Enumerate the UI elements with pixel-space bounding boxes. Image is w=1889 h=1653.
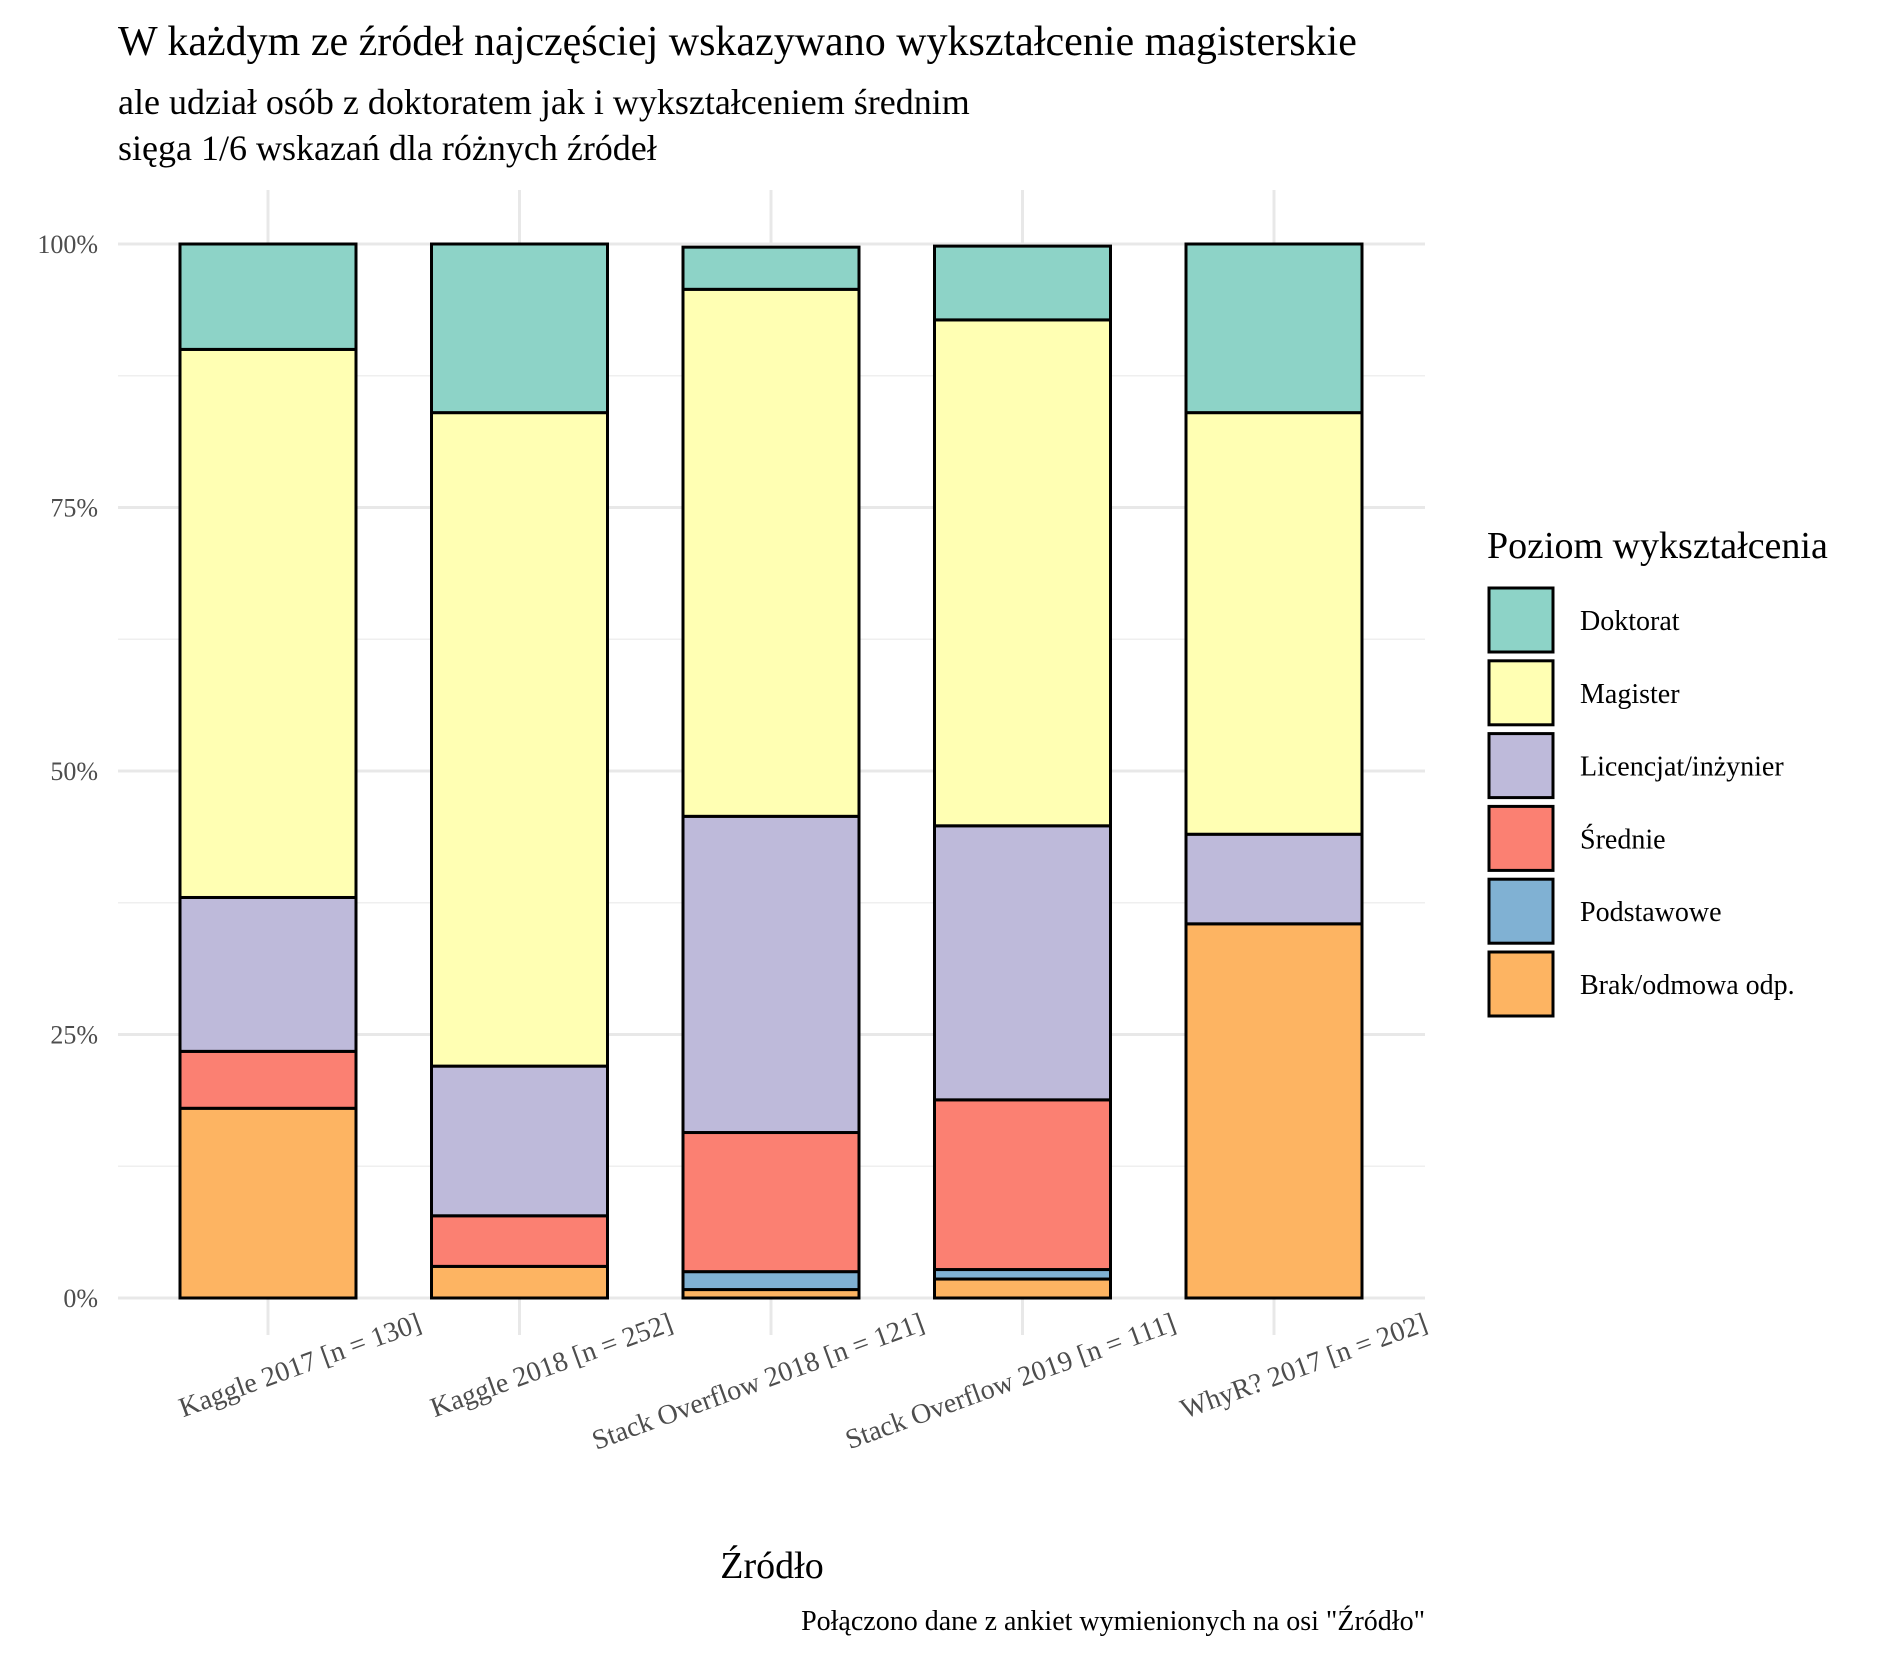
y-tick-label: 100% bbox=[37, 230, 98, 259]
bar-segment bbox=[1184, 242, 1364, 415]
x-tick-label: WhyR? 2017 [n = 202] bbox=[1176, 1307, 1431, 1425]
bar-segment bbox=[681, 287, 861, 818]
bar-segment bbox=[430, 242, 609, 415]
chart-subtitle-line-2: sięga 1/6 wskazań dla różnych źródeł bbox=[118, 128, 657, 168]
legend-label: Średnie bbox=[1580, 824, 1666, 855]
bar-segment bbox=[681, 814, 861, 1135]
x-axis-tick-labels: Kaggle 2017 [n = 130] Kaggle 2018 [n = 25… bbox=[175, 1307, 1432, 1456]
x-axis-label: Źródło bbox=[720, 1545, 823, 1587]
bar-segment bbox=[178, 1106, 358, 1300]
y-tick-label: 75% bbox=[50, 494, 98, 523]
legend-label: Podstawowe bbox=[1580, 897, 1722, 928]
legend-key bbox=[1487, 659, 1555, 727]
legend-key bbox=[1487, 877, 1555, 945]
legend-title: Poziom wykształcenia bbox=[1487, 525, 1828, 567]
bar-segment bbox=[933, 244, 1112, 322]
bar-segment bbox=[681, 245, 861, 291]
bar-segment bbox=[178, 1049, 358, 1110]
legend-key bbox=[1487, 732, 1555, 800]
legend-key bbox=[1487, 586, 1555, 654]
bar-segment bbox=[430, 411, 609, 1068]
bar-segment bbox=[430, 1064, 609, 1218]
y-tick-label: 50% bbox=[50, 757, 98, 786]
legend-items: Doktorat Magister Licencjat/inżynier Średni… bbox=[1487, 586, 1795, 1018]
bar-segment bbox=[681, 1131, 861, 1274]
bars bbox=[178, 242, 1364, 1300]
legend-label: Magister bbox=[1580, 679, 1680, 710]
legend-key bbox=[1487, 950, 1555, 1018]
bar-segment bbox=[178, 347, 358, 899]
bar-segment bbox=[681, 1270, 861, 1292]
chart-caption: Połączono dane z ankiet wymienionych na … bbox=[801, 1606, 1425, 1637]
x-tick-label: Kaggle 2017 [n = 130] bbox=[175, 1307, 426, 1423]
y-tick-label: 0% bbox=[63, 1284, 98, 1313]
bar-segment bbox=[933, 1098, 1112, 1272]
bar-segment bbox=[178, 242, 358, 351]
bar-segment bbox=[1184, 922, 1364, 1300]
y-axis-tick-labels: 0% 25% 50% 75% 100% bbox=[37, 230, 98, 1313]
x-tick-label: Kaggle 2018 [n = 252] bbox=[426, 1307, 677, 1423]
bar-segment bbox=[933, 824, 1112, 1102]
bar-segment bbox=[1184, 411, 1364, 836]
legend-label: Licencjat/inżynier bbox=[1580, 752, 1784, 783]
legend-label: Brak/odmowa odp. bbox=[1580, 970, 1795, 1001]
chart-title: W każdym ze źródeł najczęściej wskazywan… bbox=[118, 19, 1357, 65]
bar-segment bbox=[933, 318, 1112, 828]
bar-segment bbox=[1184, 832, 1364, 926]
y-tick-label: 25% bbox=[50, 1021, 98, 1050]
bar-segment bbox=[430, 1264, 609, 1300]
legend-key bbox=[1487, 804, 1555, 872]
bar-segment bbox=[178, 895, 358, 1053]
legend: Poziom wykształcenia Doktorat Magister Lic… bbox=[1487, 525, 1828, 1018]
bar-segment bbox=[430, 1214, 609, 1268]
chart-subtitle-line-1: ale udział osób z doktoratem jak i wyksz… bbox=[118, 82, 970, 122]
legend-label: Doktorat bbox=[1580, 606, 1680, 637]
bar-segment bbox=[933, 1277, 1112, 1300]
